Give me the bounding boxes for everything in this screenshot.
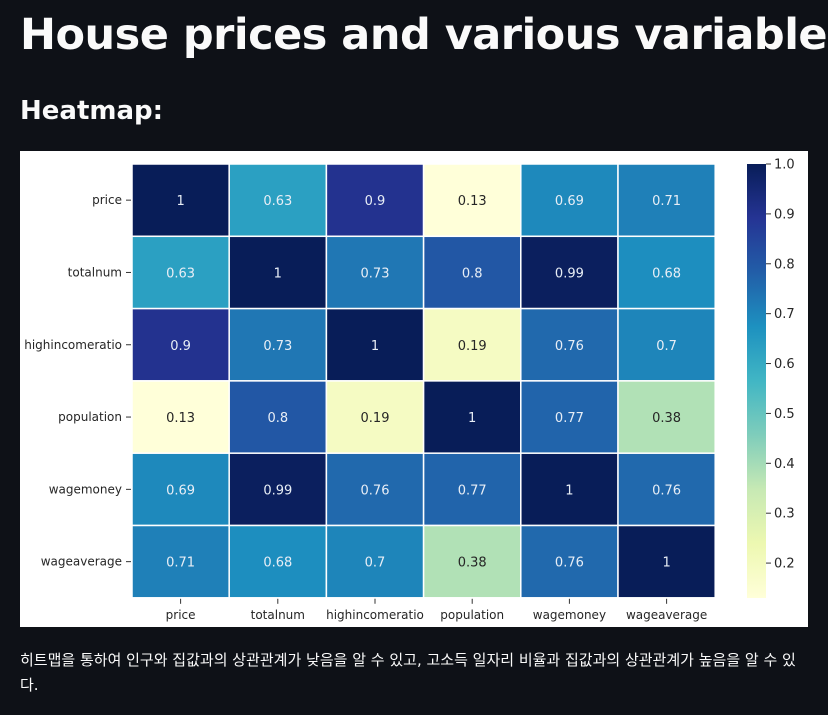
heatmap-cell bbox=[228, 380, 328, 454]
heatmap-cell bbox=[131, 380, 230, 454]
heatmap-cell bbox=[617, 307, 716, 382]
heatmap-cell-label: 0.68 bbox=[652, 266, 681, 281]
colorbar bbox=[747, 164, 766, 598]
colorbar-tick-label: 0.5 bbox=[774, 407, 795, 422]
heatmap-cell bbox=[325, 163, 425, 238]
heatmap-cell-label: 0.13 bbox=[166, 411, 195, 426]
colorbar-tick-label: 0.4 bbox=[774, 457, 795, 472]
heatmap-cell-label: 0.38 bbox=[458, 556, 487, 571]
y-tick-label: highincomeratio bbox=[24, 338, 122, 352]
heatmap-cell-label: 0.68 bbox=[263, 556, 292, 571]
y-tick-label: wageaverage bbox=[41, 555, 122, 569]
colorbar-tick-label: 0.9 bbox=[774, 207, 795, 222]
heatmap-figure: 1 0.63 0.9 0.13 0.69 0.71 0.63 1 0.73 0.8 0.99 0.68… bbox=[20, 151, 808, 627]
heatmap-cell-label: 0.99 bbox=[263, 483, 292, 498]
heatmap-cell-label: 0.7 bbox=[656, 339, 677, 354]
heatmap-cell bbox=[422, 524, 522, 599]
heatmap-cell-label: 0.77 bbox=[458, 483, 487, 498]
heatmap-cell-label: 1 bbox=[371, 339, 379, 354]
heatmap-cell bbox=[617, 380, 716, 454]
x-tick-label: totalnum bbox=[251, 608, 305, 622]
heatmap-cell bbox=[617, 235, 716, 310]
heatmap-cell-label: 0.63 bbox=[263, 194, 292, 209]
colorbar-tick-label: 0.6 bbox=[774, 357, 795, 372]
heatmap-cell-label: 0.69 bbox=[166, 483, 195, 498]
heatmap-cell-label: 0.77 bbox=[555, 411, 584, 426]
heatmap-cell-label: 0.19 bbox=[361, 411, 390, 426]
y-tick-label: wagemoney bbox=[49, 482, 122, 496]
x-tick-label: wageaverage bbox=[626, 608, 707, 622]
heatmap-cell bbox=[131, 524, 230, 599]
heatmap-cell bbox=[228, 235, 328, 310]
y-tick-label: population bbox=[58, 410, 122, 424]
heatmap-cell bbox=[422, 380, 522, 454]
section-heading: Heatmap: bbox=[20, 96, 164, 126]
heatmap-cell bbox=[520, 524, 619, 599]
heatmap-cell bbox=[617, 524, 716, 599]
x-tick-label: population bbox=[440, 608, 504, 622]
colorbar-tick-label: 0.2 bbox=[774, 557, 795, 572]
heatmap-cell-label: 0.38 bbox=[652, 411, 681, 426]
heatmap-cell-label: 0.9 bbox=[170, 339, 191, 354]
heatmap-cell-label: 0.76 bbox=[555, 556, 584, 571]
x-tick-label: price bbox=[166, 608, 196, 622]
analysis-caption: 히트맵을 통하여 인구와 집값과의 상관관계가 낮음을 알 수 있고, 고소득 … bbox=[20, 651, 796, 694]
colorbar-tick-label: 1.0 bbox=[774, 158, 795, 173]
heatmap-cell bbox=[617, 163, 716, 238]
heatmap-cell bbox=[228, 163, 328, 238]
heatmap-cell-label: 0.7 bbox=[365, 556, 386, 571]
heatmap-cell-label: 0.76 bbox=[555, 339, 584, 354]
heatmap-cell bbox=[228, 307, 328, 382]
heatmap-cell-label: 0.8 bbox=[462, 266, 483, 281]
heatmap-cell bbox=[131, 452, 230, 527]
heatmap-cell bbox=[422, 235, 522, 310]
y-tick-label: price bbox=[92, 193, 122, 207]
heatmap-cell-label: 0.73 bbox=[263, 339, 292, 354]
heatmap-cell bbox=[131, 163, 230, 238]
heatmap-cell bbox=[422, 452, 522, 527]
heatmap-cell-label: 0.76 bbox=[361, 483, 390, 498]
heatmap-cell-label: 1 bbox=[565, 483, 573, 498]
heatmap-cell bbox=[520, 452, 619, 527]
heatmap-cell-label: 0.99 bbox=[555, 266, 584, 281]
heatmap-cell bbox=[520, 307, 619, 382]
heatmap-cell-label: 1 bbox=[662, 556, 670, 571]
heatmap-cell-label: 0.73 bbox=[361, 266, 390, 281]
colorbar-tick-label: 0.7 bbox=[774, 307, 795, 322]
y-tick-label: totalnum bbox=[68, 265, 122, 279]
x-tick-label: wagemoney bbox=[533, 608, 606, 622]
heatmap-cell-label: 0.9 bbox=[365, 194, 386, 209]
heatmap-cell-label: 0.71 bbox=[652, 194, 681, 209]
heatmap-cell bbox=[325, 452, 425, 527]
heatmap-cell bbox=[617, 452, 716, 527]
heatmap-cell-label: 1 bbox=[468, 411, 476, 426]
heatmap-cell-label: 0.13 bbox=[458, 194, 487, 209]
page-title: House prices and various variables bbox=[20, 10, 828, 60]
colorbar-tick-label: 0.3 bbox=[774, 507, 795, 522]
colorbar-tick-label: 0.8 bbox=[774, 257, 795, 272]
heatmap-cell-label: 0.8 bbox=[267, 411, 288, 426]
x-tick-label: highincomeratio bbox=[326, 608, 424, 622]
heatmap-cell-label: 0.69 bbox=[555, 194, 584, 209]
heatmap-cell-label: 0.19 bbox=[458, 339, 487, 354]
heatmap-cell-label: 0.71 bbox=[166, 556, 195, 571]
heatmap-chart: 1 0.63 0.9 0.13 0.69 0.710.63 1 0.73 0.8 0.99 0.68… bbox=[24, 158, 795, 622]
heatmap-cell bbox=[422, 307, 522, 382]
heatmap-cell-label: 0.63 bbox=[166, 266, 195, 281]
heatmap-cell bbox=[325, 380, 425, 454]
heatmap-cell-label: 1 bbox=[176, 194, 184, 209]
heatmap-cell-label: 1 bbox=[274, 266, 282, 281]
heatmap-cell bbox=[520, 380, 619, 454]
heatmap-cell-label: 0.76 bbox=[652, 483, 681, 498]
